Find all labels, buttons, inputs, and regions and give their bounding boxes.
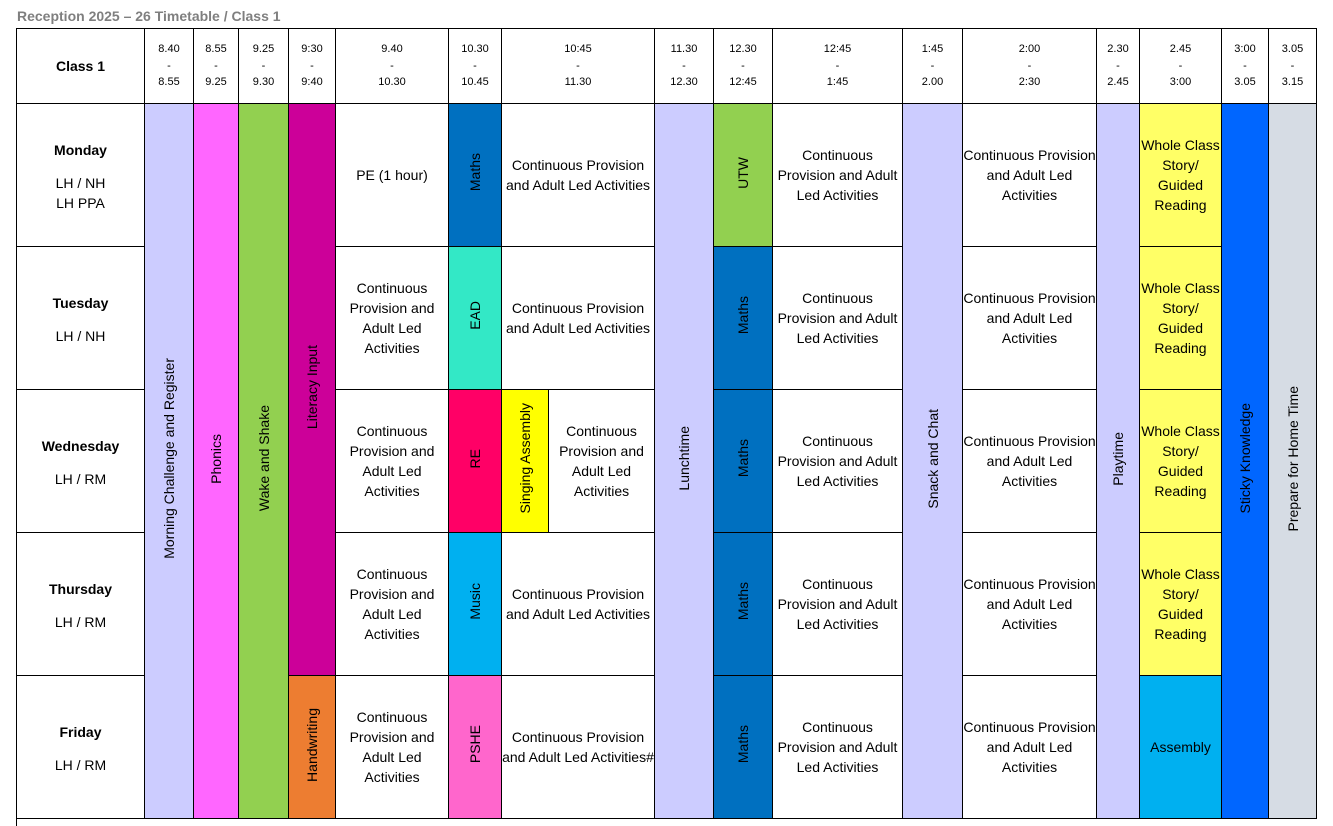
maths-cell: Maths xyxy=(713,389,773,533)
time-slot: 1:45-2.00 xyxy=(902,28,963,104)
day-name: Friday xyxy=(59,723,102,740)
day-staff: LH / RM xyxy=(54,613,107,630)
day-row-monday: Monday LH / NH LH PPA Morning Challenge … xyxy=(16,103,1317,819)
phonics-cell: Phonics xyxy=(193,103,239,819)
time-slot: 2:00-2:30 xyxy=(962,28,1097,104)
playtime-cell: Playtime xyxy=(1096,103,1140,819)
music-cell: Music xyxy=(448,532,502,676)
lesson-cell: Continuous Provision and Adult Led Activ… xyxy=(772,675,903,819)
lesson-cell: Continuous Provision and Adult Led Activ… xyxy=(772,246,903,390)
day-name: Thursday xyxy=(48,580,112,597)
lesson-cell: Continuous Provision and Adult Led Activ… xyxy=(772,389,903,533)
wake-and-shake-cell: Wake and Shake xyxy=(238,103,289,819)
day-staff: LH / RM xyxy=(54,470,107,487)
utw-cell: UTW xyxy=(713,103,773,247)
day-header-thursday: Thursday LH / RM xyxy=(16,532,145,676)
lesson-cell: Continuous Provision and Adult Led Activ… xyxy=(962,675,1097,819)
day-name: Tuesday xyxy=(52,294,109,311)
maths-cell: Maths xyxy=(713,532,773,676)
story-cell: Whole Class Story/ Guided Reading xyxy=(1139,532,1222,676)
class-label: Class 1 xyxy=(16,28,145,104)
sticky-knowledge-cell: Sticky Knowledge xyxy=(1221,103,1269,819)
lesson-cell: Continuous Provision and Adult Led Activ… xyxy=(772,532,903,676)
maths-cell: Maths xyxy=(713,675,773,819)
day-staff: LH / RM xyxy=(54,756,107,773)
time-slot: 9:30-9:40 xyxy=(288,28,336,104)
ead-cell: EAD xyxy=(448,246,502,390)
day-row-friday: Friday LH / RM Handwriting Continuous Pr… xyxy=(16,675,1317,819)
time-slot: 10:45-11.30 xyxy=(501,28,655,104)
time-slot: 2.30-2.45 xyxy=(1096,28,1140,104)
time-slot: 11.30-12.30 xyxy=(654,28,714,104)
time-slot: 3.05-3.15 xyxy=(1268,28,1317,104)
day-row-thursday: Thursday LH / RM Continuous Provision an… xyxy=(16,532,1317,676)
day-row-tuesday: Tuesday LH / NH Continuous Provision and… xyxy=(16,246,1317,390)
lesson-cell: Continuous Provision and Adult Led Activ… xyxy=(335,389,449,533)
day-header-tuesday: Tuesday LH / NH xyxy=(16,246,145,390)
time-slot: 12.30-12:45 xyxy=(713,28,773,104)
lesson-cell: PE (1 hour) xyxy=(335,103,449,247)
lesson-cell: Continuous Provision and Adult Led Activ… xyxy=(501,103,655,247)
morning-challenge-cell: Morning Challenge and Register xyxy=(144,103,194,819)
story-cell: Whole Class Story/ Guided Reading xyxy=(1139,103,1222,247)
singing-assembly-cell: Singing Assembly xyxy=(501,389,549,533)
maths-cell: Maths xyxy=(448,103,502,247)
lesson-cell: Continuous Provision and Adult Led Activ… xyxy=(501,675,655,819)
prepare-home-cell: Prepare for Home Time xyxy=(1268,103,1317,819)
day-name: Monday xyxy=(54,141,107,158)
day-header-friday: Friday LH / RM xyxy=(16,675,145,819)
day-staff: LH / NH LH PPA xyxy=(55,174,106,211)
time-slot: 3:00-3.05 xyxy=(1221,28,1269,104)
lunchtime-cell: Lunchtime xyxy=(654,103,714,819)
header-row: Class 1 8.40-8.55 8.55-9.25 9.25-9.30 9:… xyxy=(16,28,1317,104)
time-slot: 12:45-1:45 xyxy=(772,28,903,104)
lesson-cell: Continuous Provision and Adult Led Activ… xyxy=(335,675,449,819)
lesson-cell: Continuous Provision and Adult Led Activ… xyxy=(962,532,1097,676)
re-cell: RE xyxy=(448,389,502,533)
lesson-cell: Continuous Provision and Adult Led Activ… xyxy=(335,532,449,676)
time-slot: 9.25-9.30 xyxy=(238,28,289,104)
story-cell: Whole Class Story/ Guided Reading xyxy=(1139,389,1222,533)
page-edge-mark xyxy=(16,818,17,826)
time-slot: 10.30-10.45 xyxy=(448,28,502,104)
day-staff: LH / NH xyxy=(55,327,106,344)
time-slot: 2.45-3:00 xyxy=(1139,28,1222,104)
literacy-input-cell: Literacy Input xyxy=(288,103,336,676)
timetable: Class 1 8.40-8.55 8.55-9.25 9.25-9.30 9:… xyxy=(16,28,1317,819)
lesson-cell: Continuous Provision and Adult Led Activ… xyxy=(335,246,449,390)
time-slot: 9.40-10.30 xyxy=(335,28,449,104)
time-slot: 8.40-8.55 xyxy=(144,28,194,104)
handwriting-cell: Handwriting xyxy=(288,675,336,819)
day-header-monday: Monday LH / NH LH PPA xyxy=(16,103,145,247)
snack-and-chat-cell: Snack and Chat xyxy=(902,103,963,819)
lesson-cell: Continuous Provision and Adult Led Activ… xyxy=(548,389,655,533)
day-name: Wednesday xyxy=(41,437,120,454)
day-row-wednesday: Wednesday LH / RM Continuous Provision a… xyxy=(16,389,1317,533)
lesson-cell: Continuous Provision and Adult Led Activ… xyxy=(501,246,655,390)
story-cell: Whole Class Story/ Guided Reading xyxy=(1139,246,1222,390)
time-slot: 8.55-9.25 xyxy=(193,28,239,104)
lesson-cell: Continuous Provision and Adult Led Activ… xyxy=(501,532,655,676)
page-title: Reception 2025 – 26 Timetable / Class 1 xyxy=(17,8,281,24)
pshe-cell: PSHE xyxy=(448,675,502,819)
maths-cell: Maths xyxy=(713,246,773,390)
day-header-wednesday: Wednesday LH / RM xyxy=(16,389,145,533)
lesson-cell: Continuous Provision and Adult Led Activ… xyxy=(962,103,1097,247)
assembly-cell: Assembly xyxy=(1139,675,1222,819)
lesson-cell: Continuous Provision and Adult Led Activ… xyxy=(772,103,903,247)
lesson-cell: Continuous Provision and Adult Led Activ… xyxy=(962,246,1097,390)
lesson-cell: Continuous Provision and Adult Led Activ… xyxy=(962,389,1097,533)
